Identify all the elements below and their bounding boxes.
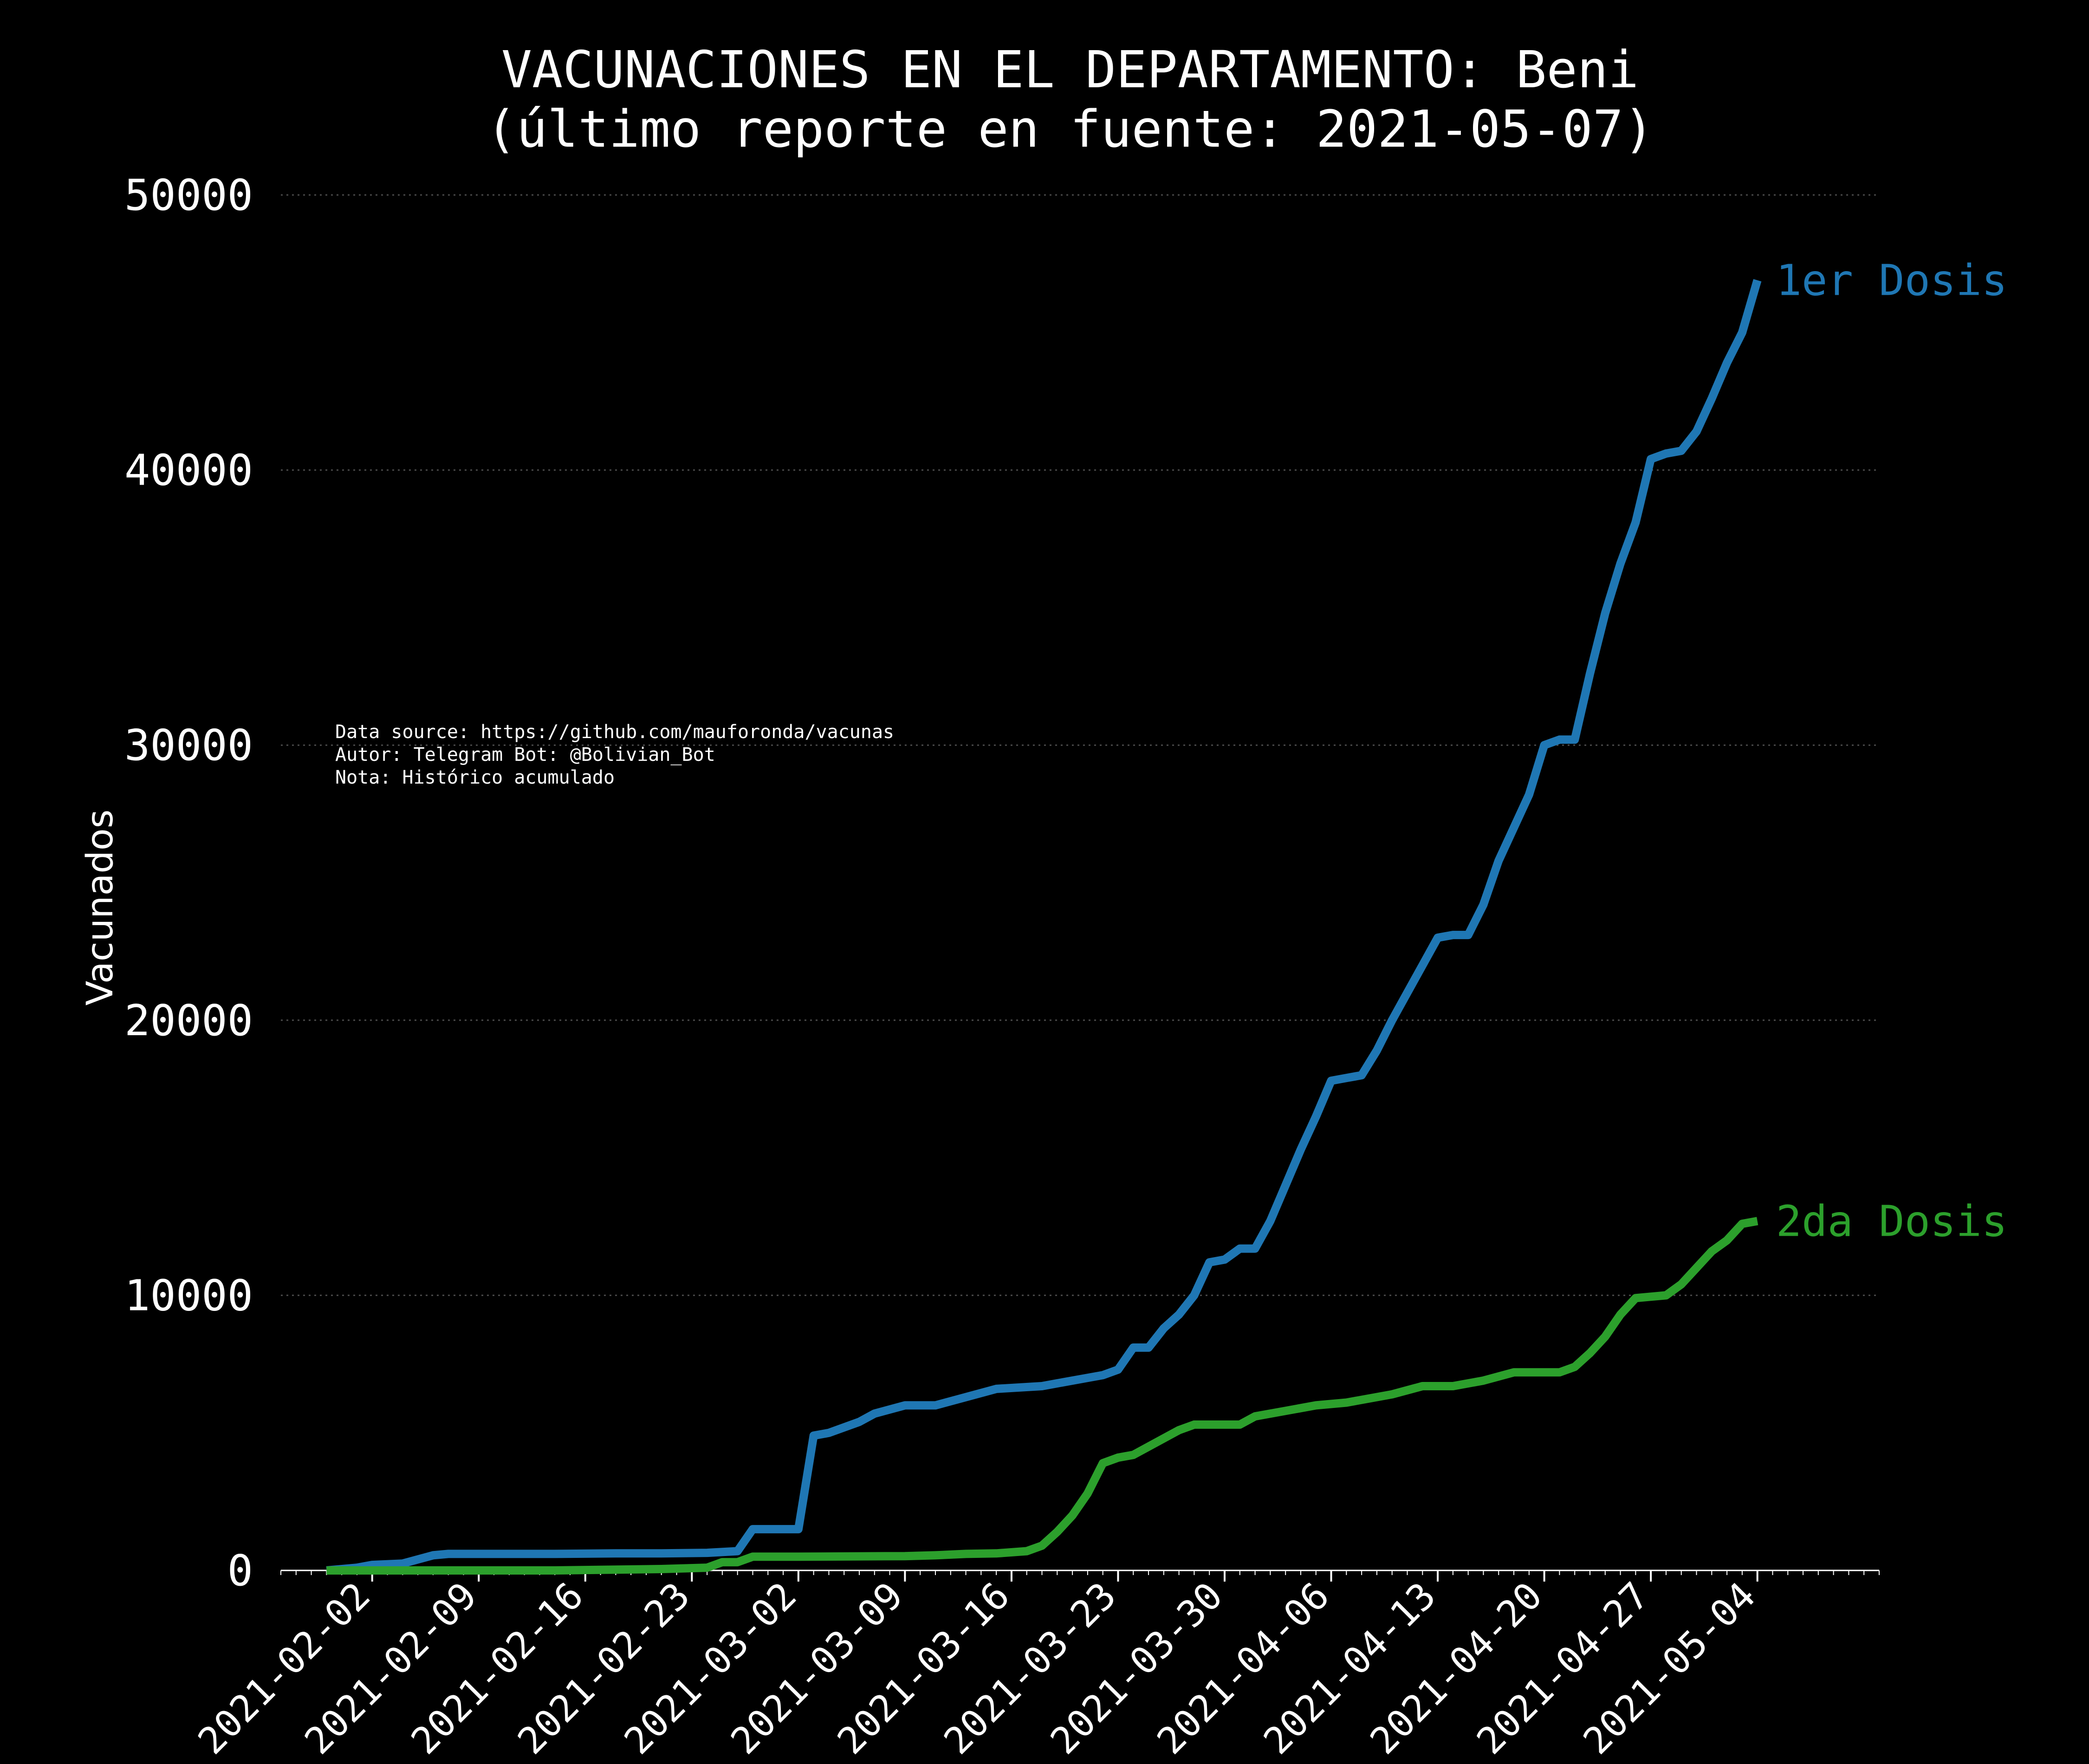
y-tick-label: 30000 [124,720,253,770]
annotation-author: Autor: Telegram Bot: @Bolivian_Bot [335,744,715,765]
series-lines [326,279,1762,1575]
series-label-2: 2da Dosis [1776,1196,2008,1246]
gridlines [281,194,1879,1296]
chart-title-line-1: VACUNACIONES EN EL DEPARTAMENTO: Beni [501,40,1639,99]
y-tick-label: 0 [227,1546,253,1595]
series-line-2 [326,1217,1758,1575]
series-line-1 [326,279,1762,1575]
y-tick-label: 20000 [124,996,253,1045]
y-tick-label: 50000 [124,170,253,220]
chart-title-line-2: (último reporte en fuente: 2021-05-07) [486,99,1654,159]
y-tick-label: 10000 [124,1271,253,1320]
y-tick-label: 40000 [124,446,253,495]
annotation-note-text: Nota: Histórico acumulado [335,767,615,788]
series-labels: 1er Dosis 2da Dosis [1776,256,2008,1246]
y-axis-ticks: 0 10000 20000 30000 40000 50000 [124,170,253,1595]
annotation-source: Data source: https://github.com/mauforon… [335,721,894,743]
annotation-note: Data source: https://github.com/mauforon… [335,721,894,788]
y-axis-label: Vacunados [79,810,121,1006]
series-label-1: 1er Dosis [1776,256,2008,305]
